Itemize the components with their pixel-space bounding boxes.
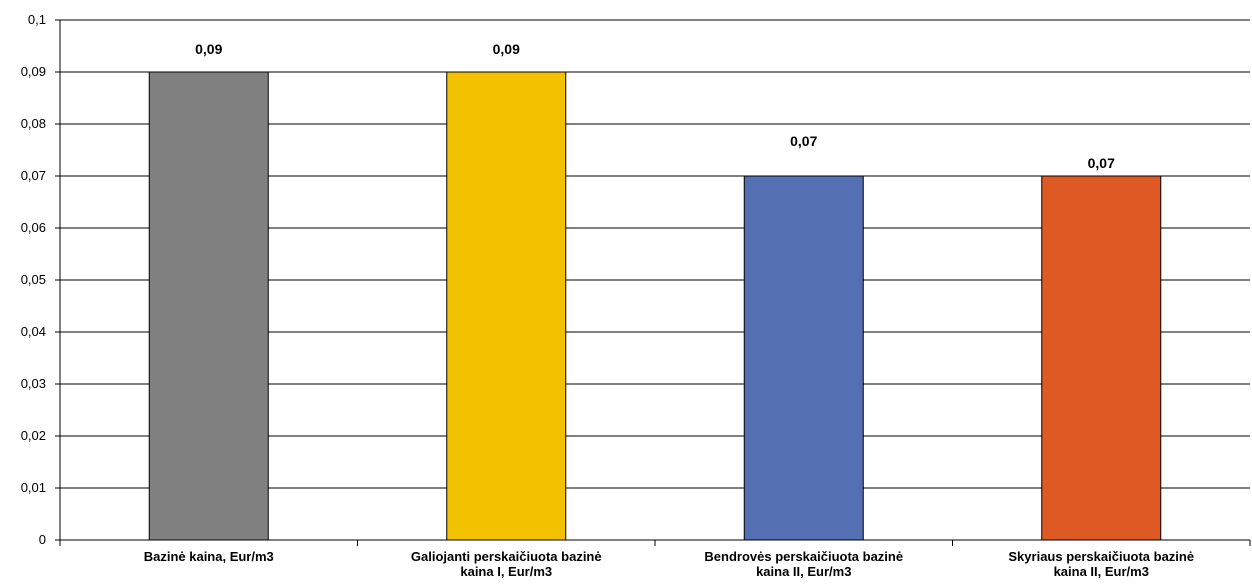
data-label: 0,09 (195, 41, 222, 57)
bar (743, 175, 864, 541)
x-tick-label: kaina I, Eur/m3 (460, 564, 552, 579)
y-tick-label: 0,03 (21, 376, 46, 391)
y-tick-label: 0,07 (21, 168, 46, 183)
y-tick-label: 0,06 (21, 220, 46, 235)
y-tick-label: 0 (39, 532, 46, 547)
y-tick-label: 0,05 (21, 272, 46, 287)
labels: 0,09 Bazinė kaina, Eur/m3 0,09 Galiojanti p… (144, 41, 1194, 579)
x-tick-label: Bendrovės perskaičiuota bazinė (704, 549, 903, 564)
data-label: 0,09 (493, 41, 520, 57)
y-tick-label: 0,02 (21, 428, 46, 443)
x-tick-label: Skyriaus perskaičiuota bazinė (1008, 549, 1194, 564)
y-tick-label: 0,08 (21, 116, 46, 131)
bar (148, 71, 269, 541)
y-tick-label: 0,1 (28, 12, 46, 27)
data-label: 0,07 (790, 133, 817, 149)
y-tick-label: 0,04 (21, 324, 46, 339)
y-tick-label: 0,09 (21, 64, 46, 79)
x-tick-label: kaina II, Eur/m3 (756, 564, 851, 579)
bars (148, 71, 1162, 541)
data-label: 0,07 (1088, 155, 1115, 171)
x-tick-label: Bazinė kaina, Eur/m3 (144, 549, 274, 564)
y-tick-label: 0,01 (21, 480, 46, 495)
x-tick-label: Galiojanti perskaičiuota bazinė (411, 549, 602, 564)
x-tick-label: kaina II, Eur/m3 (1054, 564, 1149, 579)
bar (1041, 175, 1162, 541)
bar (446, 71, 567, 541)
